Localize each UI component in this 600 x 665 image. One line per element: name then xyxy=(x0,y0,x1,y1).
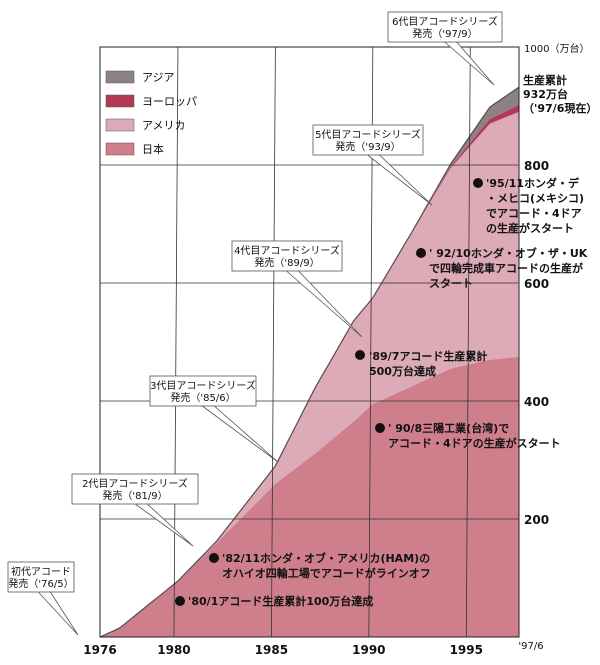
callout-text-4-0: 5代目アコードシリーズ xyxy=(315,128,421,141)
milestones: '80/1アコード生産累計100万台達成 '82/11ホンダ・オブ・アメリカ(HA… xyxy=(175,176,588,608)
x-tick-label-3: 1990 xyxy=(352,643,385,657)
x-tick-label-1: 1980 xyxy=(157,643,190,657)
callout-text-1-1: 発売（'81/9） xyxy=(102,489,167,502)
total-text-2: （'97/6現在） xyxy=(523,101,597,115)
callout-box-1 xyxy=(71,473,199,505)
legend-swatch-2 xyxy=(105,118,135,132)
legend-label-3: 日本 xyxy=(142,142,164,156)
milestone-text-3-1: アコード・4ドアの生産がスタート xyxy=(388,436,561,450)
milestone-text-1-0: '82/11ホンダ・オブ・アメリカ(HAM)の xyxy=(222,551,430,565)
milestone-text-5-2: でアコード・4ドア xyxy=(486,207,582,220)
x-tick-label-2: 1985 xyxy=(255,643,288,657)
callout-text-2-1: 発売（'85/6） xyxy=(170,391,235,404)
total-text-1: 932万台 xyxy=(523,87,568,101)
callout-pointer-1 xyxy=(135,503,194,547)
callout-box-0 xyxy=(7,561,75,593)
milestone-text-5-0: '95/11ホンダ・デ xyxy=(486,176,580,190)
legend-swatch-3 xyxy=(105,142,135,156)
milestone-text-4-0: ' 92/10ホンダ・オブ・ザ・UK xyxy=(429,246,588,260)
callout-box-3 xyxy=(231,240,343,272)
vgrid-4 xyxy=(465,46,471,638)
milestone-text-4-2: スタート xyxy=(429,277,473,290)
legend-swatch-1 xyxy=(105,94,135,108)
callout-text-0-1: 発売（'76/5） xyxy=(8,577,73,590)
callout-text-1-0: 2代目アコードシリーズ xyxy=(82,477,188,490)
milestone-text-4-1: で四輪完成車アコードの生産が xyxy=(429,261,583,275)
axes: 1976 1980 1985 1990 1995 '97/6 200 400 600 800 100… xyxy=(83,42,589,657)
callout-box-4 xyxy=(312,124,424,156)
milestone-text-1-1: オハイオ四輪工場でアコードがラインオフ xyxy=(222,566,431,580)
callout-text-0-0: 初代アコード xyxy=(11,565,71,578)
callout-text-5-0: 6代目アコードシリーズ xyxy=(392,15,498,28)
total-outline xyxy=(99,86,520,638)
callout-pointer-5 xyxy=(444,41,495,86)
milestone-bullet-3 xyxy=(375,423,385,433)
x-tick-label-0: 1976 xyxy=(83,643,116,657)
x-tick-label-5: '97/6 xyxy=(518,641,543,652)
milestone-bullet-2 xyxy=(355,350,365,360)
callout-box-5 xyxy=(387,11,503,43)
callout-pointer-2 xyxy=(202,405,279,463)
area-2 xyxy=(100,111,519,637)
callout-text-4-1: 発売（'93/9） xyxy=(335,140,400,153)
milestone-text-3-0: ' 90/8三陽工業(台湾)で xyxy=(388,421,509,435)
vgrid-1 xyxy=(173,46,179,638)
y-tick-label-3: 800 xyxy=(524,159,549,173)
y-tick-label-0: 200 xyxy=(524,513,549,527)
legend-label-2: アメリカ xyxy=(142,119,185,132)
legend-label-0: アジア xyxy=(142,71,175,84)
callout-text-3-1: 発売（'89/9） xyxy=(254,256,319,269)
callout-pointer-0 xyxy=(38,591,79,636)
y-tick-label-2: 600 xyxy=(524,277,549,291)
milestone-bullet-4 xyxy=(416,248,426,258)
total-text-0: 生産累計 xyxy=(523,73,567,87)
plot-frame xyxy=(99,46,520,638)
y-unit-label: 1000（万台） xyxy=(524,42,589,55)
milestone-text-5-1: ・メヒコ(メキシコ) xyxy=(486,192,584,205)
vgrid-2 xyxy=(270,46,276,638)
milestone-text-0-0: '80/1アコード生産累計100万台達成 xyxy=(188,594,373,608)
milestone-text-2-1: 500万台達成 xyxy=(369,364,436,378)
callout-box-2 xyxy=(149,375,257,407)
legend-label-1: ヨーロッパ xyxy=(142,95,197,108)
milestone-text-2-0: '89/7アコード生産累計 xyxy=(369,349,487,363)
milestone-bullet-5 xyxy=(473,178,483,188)
legend-swatch-0 xyxy=(105,70,135,84)
y-tick-label-1: 400 xyxy=(524,395,549,409)
callout-pointer-4 xyxy=(367,154,433,206)
callout-text-5-1: 発売（'97/9） xyxy=(412,27,477,40)
area-1 xyxy=(100,356,519,637)
stacked-areas xyxy=(99,86,520,638)
milestone-bullet-0 xyxy=(175,596,185,606)
callout-pointer-3 xyxy=(286,270,363,338)
callout-text-2-0: 3代目アコードシリーズ xyxy=(150,379,256,392)
callout-text-3-0: 4代目アコードシリーズ xyxy=(234,244,340,257)
x-tick-label-4: 1995 xyxy=(450,643,483,657)
milestone-bullet-1 xyxy=(209,553,219,563)
milestone-text-5-3: の生産がスタート xyxy=(486,221,574,235)
